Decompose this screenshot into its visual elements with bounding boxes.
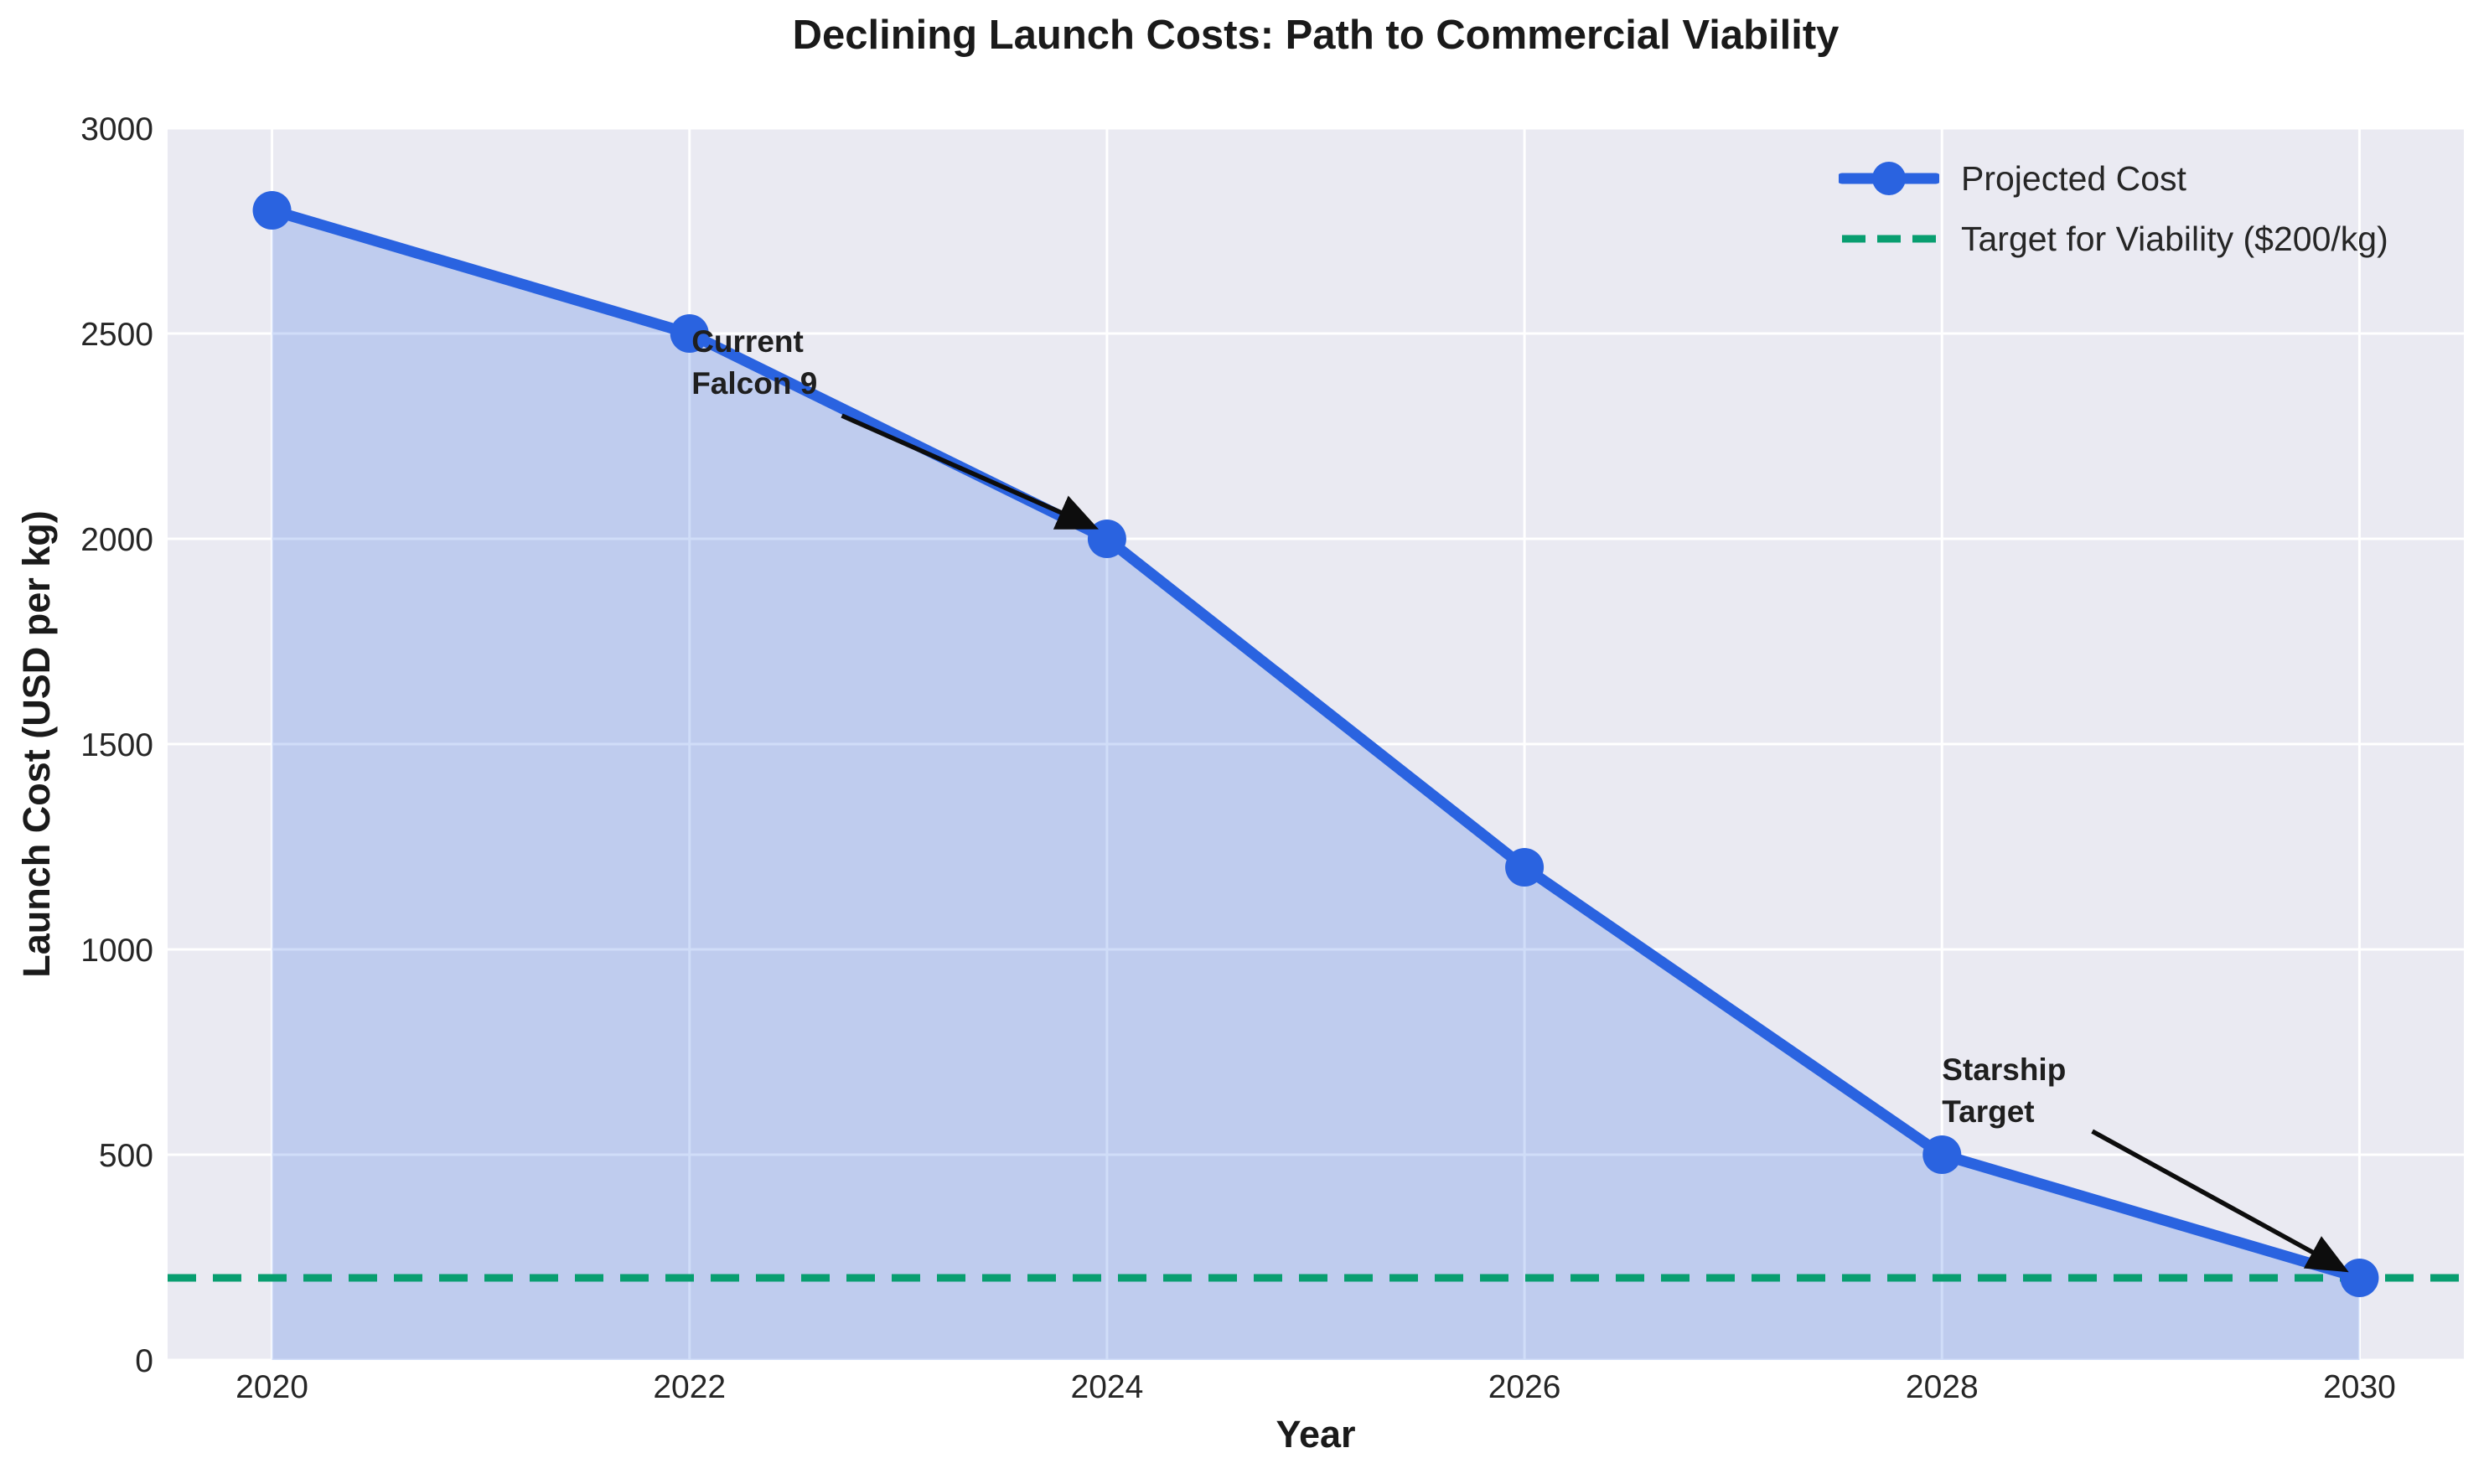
y-tick-label: 2500 xyxy=(80,317,153,353)
legend-dashed-line-sample xyxy=(1842,235,1936,243)
annotation-arrow xyxy=(841,413,1100,530)
annotation-current-falcon-9: Current Falcon 9 xyxy=(691,321,817,405)
annotation-line: Target xyxy=(1942,1094,2035,1130)
data-point-marker xyxy=(252,191,292,230)
x-tick-label: 2020 xyxy=(235,1369,308,1405)
annotation-line: Falcon 9 xyxy=(691,366,818,401)
y-tick-label: 2000 xyxy=(80,522,153,558)
data-point-marker xyxy=(1505,848,1545,887)
data-point-marker xyxy=(670,314,709,353)
projected-cost-line xyxy=(266,204,2365,1284)
x-axis-label: Year xyxy=(1276,1413,1356,1456)
x-tick-label: 2030 xyxy=(2323,1369,2396,1405)
annotation-line: Current xyxy=(691,324,804,359)
annotation-line: Starship xyxy=(1942,1052,2067,1088)
x-tick-label: 2024 xyxy=(1071,1369,1144,1405)
data-point-marker xyxy=(2340,1259,2379,1297)
legend: Projected Cost Target for Viability ($20… xyxy=(1839,153,2388,265)
legend-item-target-viability: Target for Viability ($200/kg) xyxy=(1839,213,2388,265)
y-tick-label: 1500 xyxy=(80,727,153,763)
y-tick-label: 500 xyxy=(99,1138,153,1174)
legend-label-projected-cost: Projected Cost xyxy=(1961,158,2186,198)
legend-label-target-viability: Target for Viability ($200/kg) xyxy=(1961,219,2388,258)
legend-item-projected-cost: Projected Cost xyxy=(1839,153,2388,204)
annotation-starship-target: Starship Target xyxy=(1942,1049,2066,1133)
x-tick-label: 2028 xyxy=(1906,1369,1979,1405)
data-point-marker xyxy=(1922,1135,1962,1174)
x-tick-label: 2022 xyxy=(653,1369,726,1405)
data-point-marker xyxy=(1087,520,1126,558)
y-tick-label: 1000 xyxy=(80,933,153,969)
y-tick-label: 0 xyxy=(135,1343,153,1379)
area-fill xyxy=(272,210,2360,1360)
y-tick-label: 3000 xyxy=(80,111,153,147)
annotation-arrow xyxy=(2091,1129,2349,1273)
chart-title: Declining Launch Costs: Path to Commerci… xyxy=(792,13,1840,58)
x-tick-label: 2026 xyxy=(1488,1369,1561,1405)
y-axis-label: Launch Cost (USD per kg) xyxy=(15,510,58,978)
legend-line-marker-sample xyxy=(1839,162,1939,195)
